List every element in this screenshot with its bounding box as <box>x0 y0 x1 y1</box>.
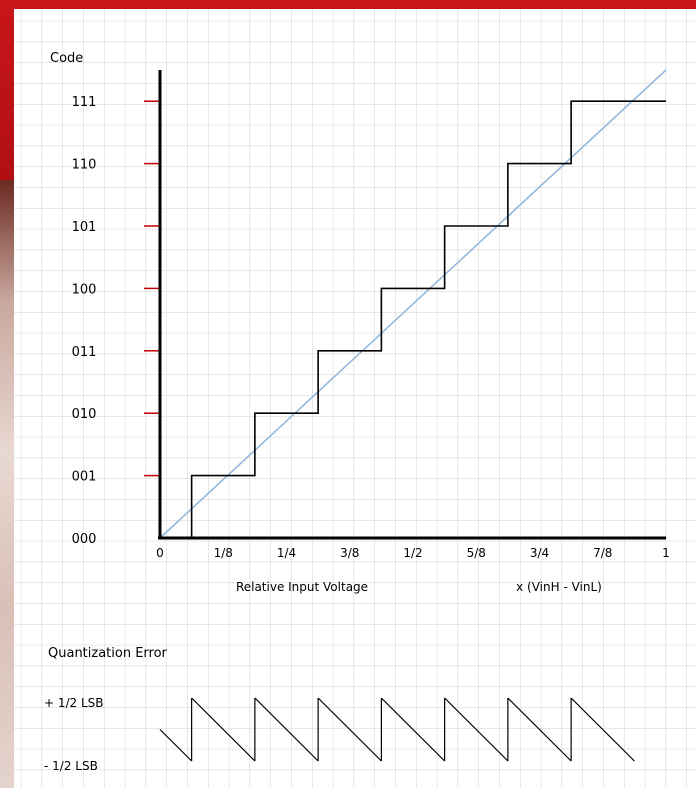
y-tick-label: 000 <box>72 532 97 547</box>
error-ramp-segment <box>380 697 446 762</box>
x-axis-ticks: 0 1/8 1/4 3/8 1/2 5/8 3/4 7/8 1 <box>156 546 670 560</box>
error-lead-segment <box>159 729 193 762</box>
quantization-error-title: Quantization Error <box>48 646 168 661</box>
error-sawtooth <box>159 697 635 762</box>
x-tick-label: 1/4 <box>277 546 296 560</box>
error-ramp-segment <box>191 697 256 762</box>
x-tick-label: 3/4 <box>530 546 549 560</box>
error-lower-label: - 1/2 LSB <box>44 759 98 773</box>
error-ramp-segment <box>570 697 635 762</box>
error-upper-label: + 1/2 LSB <box>44 696 104 710</box>
y-tick-label: 001 <box>72 470 97 485</box>
x-axis-unit-label: x (VinH - VinL) <box>516 580 602 594</box>
y-tick-label: 111 <box>72 95 97 110</box>
quantization-error-chart: Quantization Error + 1/2 LSB - 1/2 LSB <box>44 646 635 773</box>
error-ramp-segment <box>507 697 572 762</box>
y-tick-label: 101 <box>72 220 97 235</box>
ideal-transfer-line <box>159 69 667 539</box>
y-axis-ticks: 000 001 010 011 100 101 110 111 <box>72 95 160 547</box>
y-tick-label: 100 <box>72 282 97 297</box>
x-tick-label: 1 <box>662 546 670 560</box>
error-ramp-segment <box>317 697 382 762</box>
grid-paper <box>14 9 696 788</box>
series-layer <box>159 69 667 539</box>
y-axis-label: Code <box>50 51 83 66</box>
quantized-step-line <box>160 100 666 539</box>
x-tick-label: 3/8 <box>340 546 359 560</box>
x-tick-label: 7/8 <box>593 546 612 560</box>
x-tick-label: 0 <box>156 546 164 560</box>
y-tick-label: 010 <box>72 407 97 422</box>
y-tick-label: 011 <box>72 345 97 360</box>
x-tick-label: 5/8 <box>467 546 486 560</box>
x-tick-label: 1/8 <box>214 546 233 560</box>
error-ramp-segment <box>254 697 319 762</box>
transfer-chart: Code 000 001 010 011 100 101 110 111 0 1/8 1/4 3/8… <box>50 51 670 594</box>
x-axis-label: Relative Input Voltage <box>236 580 368 594</box>
x-tick-label: 1/2 <box>403 546 422 560</box>
y-tick-label: 110 <box>72 158 97 173</box>
error-ramp-segment <box>444 697 509 762</box>
